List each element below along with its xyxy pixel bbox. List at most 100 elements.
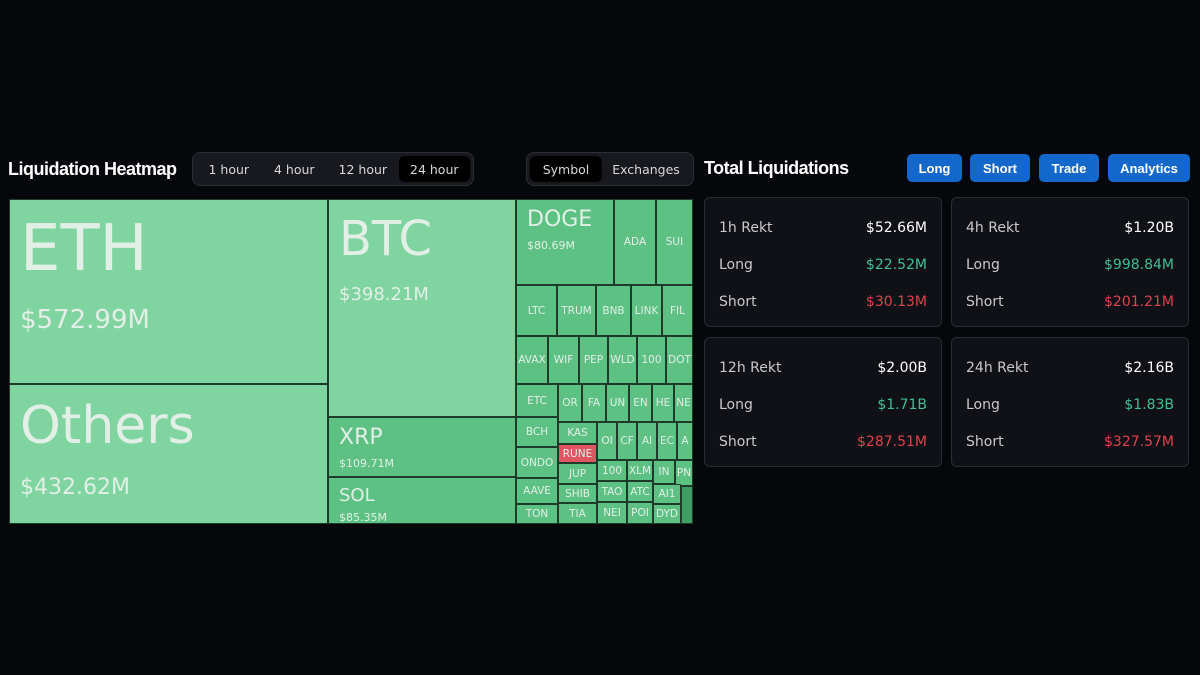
treemap-cell[interactable]: EN	[629, 384, 652, 422]
treemap-cell[interactable]: TRUM	[557, 285, 596, 336]
treemap-cell[interactable]: DOGE $80.69M	[516, 199, 614, 285]
period-label: 4h Rekt	[966, 220, 1020, 236]
long-row: Long $1.83B	[966, 397, 1174, 413]
treemap-cell[interactable]: PEP	[579, 336, 608, 384]
treemap-cell[interactable]: EC	[657, 422, 677, 460]
treemap-cell[interactable]: AI1	[653, 484, 681, 504]
treemap-cell[interactable]: NE	[674, 384, 693, 422]
short-value: $201.21M	[1104, 294, 1174, 310]
cell-symbol: TON	[525, 508, 549, 520]
treemap-cell[interactable]: RUNE	[558, 444, 597, 463]
treemap-cell[interactable]	[681, 486, 693, 524]
view-tabs: Symbol Exchanges	[526, 152, 694, 186]
long-value: $1.83B	[1124, 397, 1174, 413]
treemap-cell[interactable]: WIF	[548, 336, 579, 384]
treemap-cell[interactable]: JUP	[558, 463, 597, 484]
cell-symbol: TAO	[601, 485, 623, 498]
treemap-cell[interactable]: DYD	[653, 504, 681, 524]
treemap-cell[interactable]: BNB	[596, 285, 631, 336]
treemap-cell[interactable]: XLM	[627, 460, 653, 481]
tab-1-hour[interactable]: 1 hour	[208, 161, 250, 177]
treemap-cell[interactable]: UN	[606, 384, 629, 422]
cell-symbol: POI	[631, 507, 649, 519]
treemap-cell[interactable]: FA	[582, 384, 606, 422]
cell-symbol: DOGE	[527, 207, 593, 232]
page-title: Liquidation Heatmap	[8, 159, 177, 179]
treemap-cell[interactable]: HE	[652, 384, 674, 422]
tab-24-hour[interactable]: 24 hour	[398, 156, 470, 182]
treemap-cell[interactable]: Others $432.62M	[9, 384, 328, 524]
total-row: 12h Rekt $2.00B	[719, 360, 927, 376]
treemap-cell[interactable]: ONDO	[516, 447, 558, 478]
treemap-cell[interactable]: IN	[653, 460, 675, 484]
treemap-cell[interactable]: OI	[597, 422, 617, 460]
long-label: Long	[719, 397, 753, 413]
cell-symbol: SUI	[665, 236, 684, 248]
tab-4-hour[interactable]: 4 hour	[273, 161, 315, 177]
cell-symbol: XLM	[628, 464, 652, 477]
treemap-cell[interactable]: OR	[558, 384, 582, 422]
treemap-cell[interactable]: SUI	[656, 199, 693, 285]
analytics-button[interactable]: Analytics	[1108, 154, 1190, 182]
cell-symbol: PN	[676, 467, 692, 479]
treemap-cell[interactable]: TON	[516, 504, 558, 524]
treemap-cell[interactable]: ETC	[516, 384, 558, 417]
treemap-cell[interactable]: TAO	[597, 481, 627, 502]
total-value: $2.00B	[877, 360, 927, 376]
treemap-cell[interactable]: CF	[617, 422, 637, 460]
treemap-cell[interactable]: NEI	[597, 502, 627, 524]
period-label: 1h Rekt	[719, 220, 773, 236]
treemap-cell[interactable]: DOT	[666, 336, 693, 384]
treemap-cell[interactable]: 100	[597, 460, 627, 481]
treemap-cell[interactable]: WLD	[608, 336, 637, 384]
treemap-cell[interactable]: ETH $572.99M	[9, 199, 328, 384]
tab-12-hour[interactable]: 12 hour	[338, 161, 388, 177]
treemap-cell[interactable]: TIA	[558, 503, 597, 524]
period-label: 24h Rekt	[966, 360, 1029, 376]
treemap-cell[interactable]: BCH	[516, 417, 558, 447]
cell-symbol: FA	[587, 397, 601, 409]
treemap-cell[interactable]: AAVE	[516, 478, 558, 504]
trade-button[interactable]: Trade	[1039, 154, 1099, 182]
treemap-cell[interactable]: LTC	[516, 285, 557, 336]
period-label: 12h Rekt	[719, 360, 782, 376]
cell-symbol: NEI	[603, 507, 621, 519]
rekt-card: 12h Rekt $2.00B Long $1.71B Short $287.51M	[704, 337, 942, 467]
short-value: $30.13M	[865, 294, 927, 310]
long-row: Long $998.84M	[966, 257, 1174, 273]
treemap-cell[interactable]: LINK	[631, 285, 662, 336]
cell-symbol: AAVE	[523, 485, 551, 497]
tab-symbol[interactable]: Symbol	[530, 156, 602, 182]
treemap-cell[interactable]: ADA	[614, 199, 656, 285]
long-value: $1.71B	[877, 397, 927, 413]
cell-symbol: ETH	[20, 212, 148, 286]
total-row: 4h Rekt $1.20B	[966, 220, 1174, 236]
treemap-cell[interactable]: BTC $398.21M	[328, 199, 516, 417]
treemap-cell[interactable]: AVAX	[516, 336, 548, 384]
treemap-cell[interactable]: SHIB	[558, 484, 597, 503]
total-liquidations-title: Total Liquidations	[704, 158, 849, 178]
cell-symbol: NE	[676, 397, 691, 409]
treemap-cell[interactable]: XRP $109.71M	[328, 417, 516, 477]
treemap-cell[interactable]: ATC	[627, 481, 653, 502]
treemap-cell[interactable]: POI	[627, 502, 653, 524]
cell-symbol: EN	[633, 397, 648, 409]
cell-symbol: BTC	[339, 211, 432, 267]
treemap-cell[interactable]: KAS	[558, 422, 597, 444]
treemap-cell[interactable]: A	[677, 422, 693, 460]
tab-exchanges[interactable]: Exchanges	[612, 161, 680, 177]
cell-symbol: UN	[609, 397, 626, 409]
treemap-cell[interactable]: AI	[637, 422, 657, 460]
treemap-cell[interactable]: FIL	[662, 285, 693, 336]
long-row: Long $22.52M	[719, 257, 927, 273]
total-value: $52.66M	[865, 220, 927, 236]
short-button[interactable]: Short	[970, 154, 1030, 182]
cell-symbol: ETC	[527, 394, 547, 407]
cell-symbol: RUNE	[562, 447, 593, 460]
long-button[interactable]: Long	[907, 154, 962, 182]
cell-symbol: CF	[620, 435, 634, 447]
treemap-cell[interactable]: 100	[637, 336, 666, 384]
treemap-cell[interactable]: PN	[675, 460, 693, 486]
treemap-cell[interactable]: SOL $85.35M	[328, 477, 516, 524]
cell-symbol: AVAX	[518, 354, 546, 366]
